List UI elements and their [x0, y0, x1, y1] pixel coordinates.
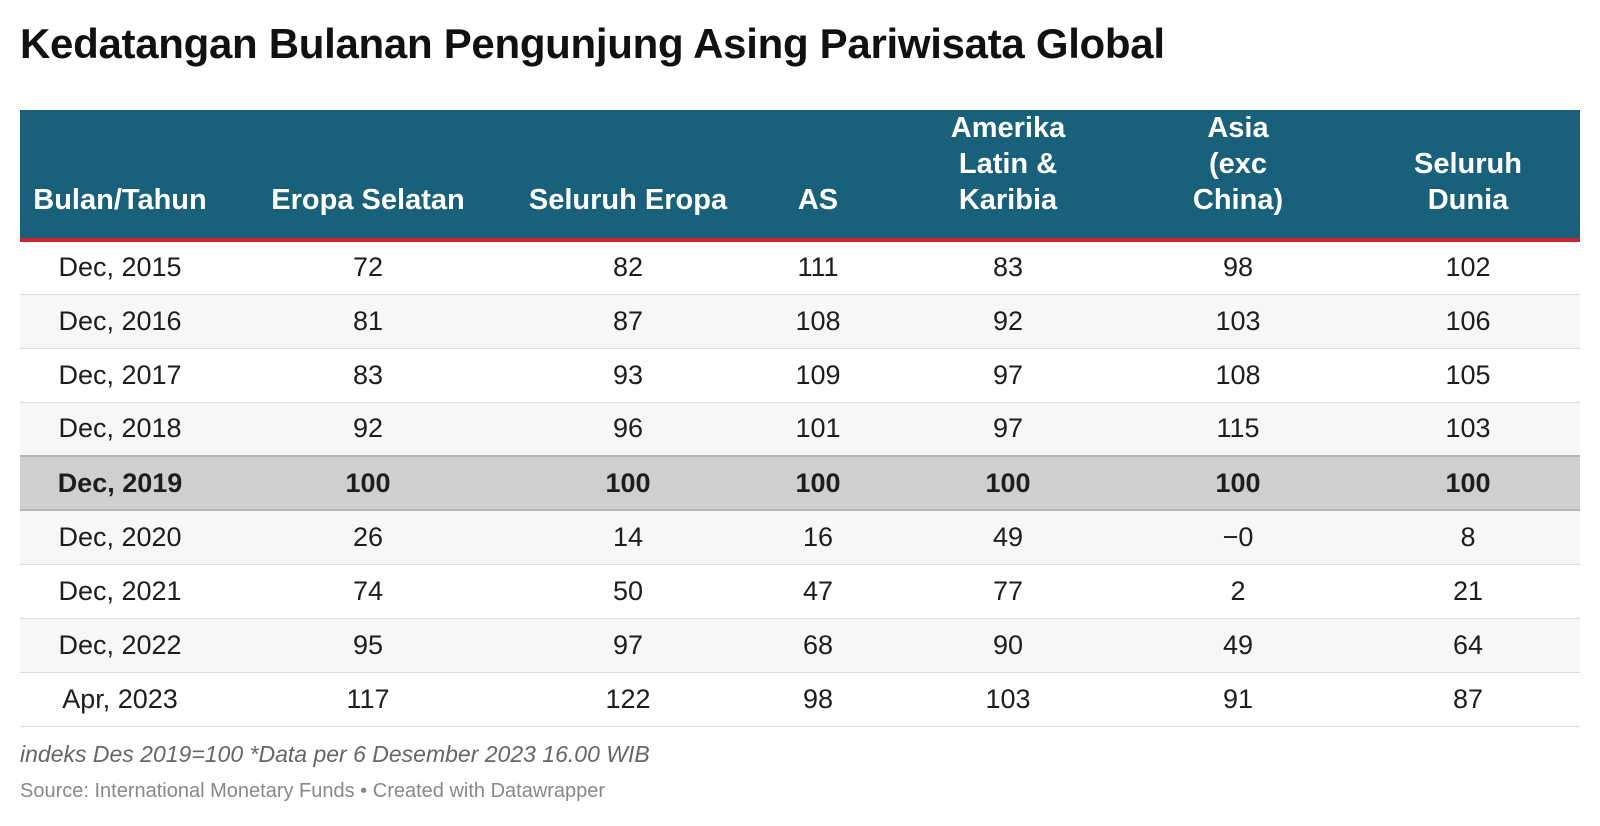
- value-cell: 100: [220, 455, 516, 511]
- row-label-cell: Dec, 2018: [20, 402, 220, 457]
- value-cell: 97: [896, 402, 1120, 457]
- column-header-as[interactable]: AS: [740, 110, 896, 242]
- row-label-cell: Dec, 2022: [20, 618, 220, 673]
- value-cell: 105: [1356, 348, 1580, 403]
- column-header-asia-exc-china[interactable]: Asia (exc China): [1120, 110, 1356, 242]
- value-cell: 87: [516, 294, 740, 349]
- column-header-seluruh-eropa[interactable]: Seluruh Eropa: [516, 110, 740, 242]
- value-cell: 117: [220, 672, 516, 727]
- value-cell: 77: [896, 564, 1120, 619]
- value-cell: 68: [740, 618, 896, 673]
- value-cell: 14: [516, 510, 740, 565]
- value-cell: 109: [740, 348, 896, 403]
- value-cell: 108: [1120, 348, 1356, 403]
- table-header: Bulan/Tahun Eropa Selatan Seluruh Eropa …: [20, 110, 1580, 242]
- value-cell: 64: [1356, 618, 1580, 673]
- value-cell: 87: [1356, 672, 1580, 727]
- value-cell: 106: [1356, 294, 1580, 349]
- value-cell: 2: [1120, 564, 1356, 619]
- table-row: Dec, 2021 74 50 47 77 2 21: [20, 564, 1580, 619]
- table-row: Dec, 2016 81 87 108 92 103 106: [20, 294, 1580, 349]
- column-header-amerika-latin-karibia[interactable]: Amerika Latin & Karibia: [896, 110, 1120, 242]
- value-cell: 111: [740, 240, 896, 295]
- row-label-cell: Dec, 2020: [20, 510, 220, 565]
- value-cell: 103: [1120, 294, 1356, 349]
- row-label-cell: Dec, 2021: [20, 564, 220, 619]
- value-cell: 98: [740, 672, 896, 727]
- value-cell: 101: [740, 402, 896, 457]
- value-cell: 102: [1356, 240, 1580, 295]
- value-cell: 90: [896, 618, 1120, 673]
- value-cell: 108: [740, 294, 896, 349]
- value-cell: 100: [1356, 455, 1580, 511]
- value-cell: 100: [740, 455, 896, 511]
- table-row: Dec, 2015 72 82 111 83 98 102: [20, 240, 1580, 295]
- value-cell: 115: [1120, 402, 1356, 457]
- column-header-eropa-selatan[interactable]: Eropa Selatan: [220, 110, 516, 242]
- value-cell: 98: [1120, 240, 1356, 295]
- value-cell: 95: [220, 618, 516, 673]
- value-cell: 8: [1356, 510, 1580, 565]
- value-cell: −0: [1120, 510, 1356, 565]
- value-cell: 74: [220, 564, 516, 619]
- value-cell: 49: [896, 510, 1120, 565]
- value-cell: 97: [896, 348, 1120, 403]
- value-cell: 92: [220, 402, 516, 457]
- row-label-cell: Dec, 2016: [20, 294, 220, 349]
- value-cell: 103: [1356, 402, 1580, 457]
- column-header-seluruh-dunia[interactable]: Seluruh Dunia: [1356, 110, 1580, 242]
- value-cell: 83: [220, 348, 516, 403]
- table-row: Dec, 2017 83 93 109 97 108 105: [20, 348, 1580, 403]
- row-label-cell: Dec, 2015: [20, 240, 220, 295]
- value-cell: 100: [1120, 455, 1356, 511]
- row-label-cell: Apr, 2023: [20, 672, 220, 727]
- value-cell: 92: [896, 294, 1120, 349]
- table-row: Dec, 2019 100 100 100 100 100 100: [20, 455, 1580, 511]
- value-cell: 83: [896, 240, 1120, 295]
- value-cell: 21: [1356, 564, 1580, 619]
- value-cell: 91: [1120, 672, 1356, 727]
- value-cell: 96: [516, 402, 740, 457]
- value-cell: 97: [516, 618, 740, 673]
- row-label-cell: Dec, 2017: [20, 348, 220, 403]
- value-cell: 100: [896, 455, 1120, 511]
- value-cell: 81: [220, 294, 516, 349]
- value-cell: 49: [1120, 618, 1356, 673]
- value-cell: 50: [516, 564, 740, 619]
- chart-title: Kedatangan Bulanan Pengunjung Asing Pari…: [20, 20, 1165, 67]
- value-cell: 82: [516, 240, 740, 295]
- column-header-bulan-tahun[interactable]: Bulan/Tahun: [20, 110, 220, 242]
- source-credit: Source: International Monetary Funds • C…: [20, 780, 606, 802]
- value-cell: 16: [740, 510, 896, 565]
- header-row: Bulan/Tahun Eropa Selatan Seluruh Eropa …: [20, 110, 1580, 242]
- value-cell: 26: [220, 510, 516, 565]
- value-cell: 72: [220, 240, 516, 295]
- table-row: Dec, 2020 26 14 16 49 −0 8: [20, 510, 1580, 565]
- value-cell: 47: [740, 564, 896, 619]
- table-row: Dec, 2018 92 96 101 97 115 103: [20, 402, 1580, 457]
- data-table: Bulan/Tahun Eropa Selatan Seluruh Eropa …: [20, 110, 1580, 727]
- index-note: indeks Des 2019=100 *Data per 6 Desember…: [20, 741, 650, 767]
- value-cell: 122: [516, 672, 740, 727]
- table-body: Dec, 2015 72 82 111 83 98 102 Dec, 2016 81 87 108 9…: [20, 240, 1580, 727]
- table-row: Dec, 2022 95 97 68 90 49 64: [20, 618, 1580, 673]
- value-cell: 93: [516, 348, 740, 403]
- row-label-cell: Dec, 2019: [20, 455, 220, 511]
- table-row: Apr, 2023 117 122 98 103 91 87: [20, 672, 1580, 727]
- value-cell: 103: [896, 672, 1120, 727]
- value-cell: 100: [516, 455, 740, 511]
